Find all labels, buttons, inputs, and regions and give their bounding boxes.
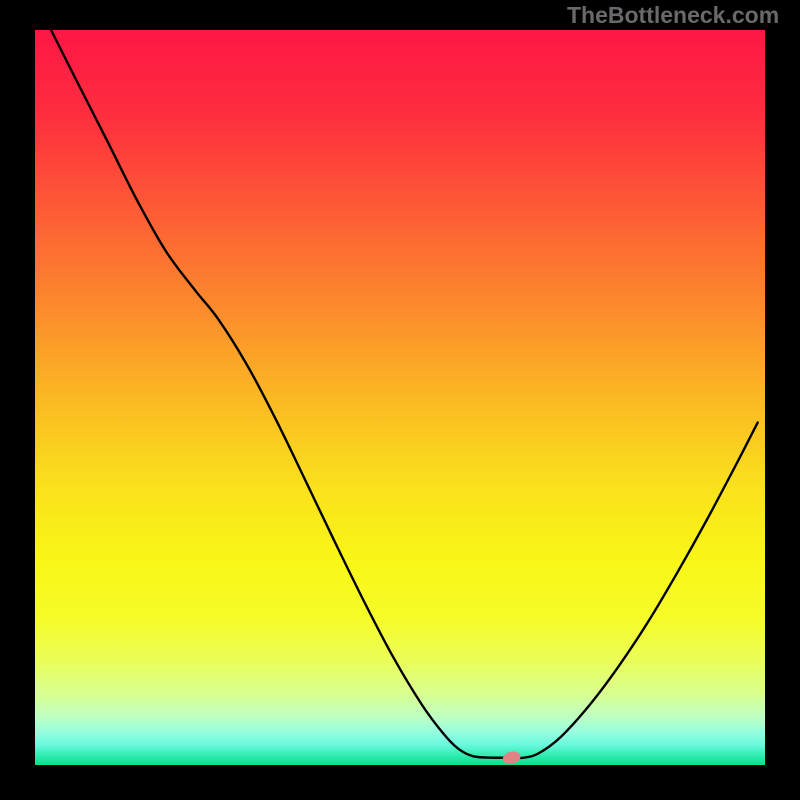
chart-frame: TheBottleneck.com xyxy=(0,0,800,800)
plot-area xyxy=(35,30,765,765)
watermark-text: TheBottleneck.com xyxy=(567,2,779,29)
gradient-background xyxy=(35,30,765,765)
chart-svg xyxy=(35,30,765,765)
